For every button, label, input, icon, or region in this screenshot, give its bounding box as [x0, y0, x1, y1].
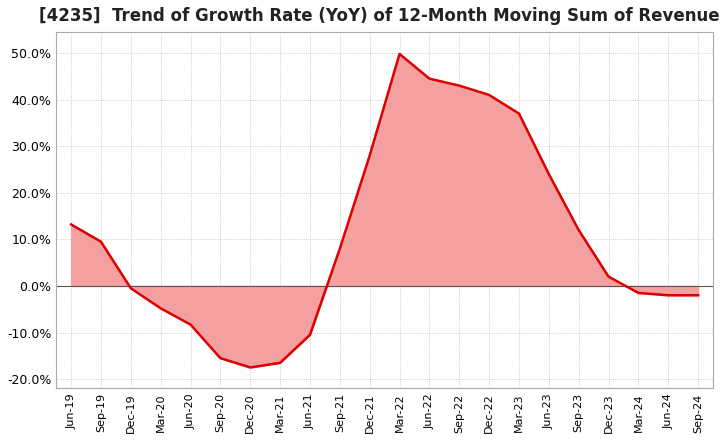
Title: [4235]  Trend of Growth Rate (YoY) of 12-Month Moving Sum of Revenues: [4235] Trend of Growth Rate (YoY) of 12-…	[40, 7, 720, 25]
